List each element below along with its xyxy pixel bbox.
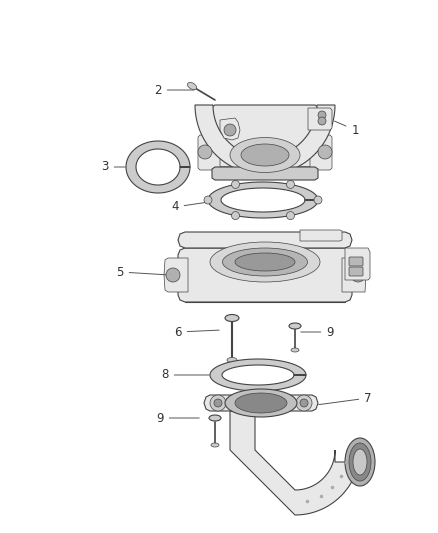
Circle shape <box>204 196 212 204</box>
Text: 7: 7 <box>319 392 372 405</box>
Circle shape <box>300 399 308 407</box>
Polygon shape <box>195 105 335 175</box>
Ellipse shape <box>223 248 307 276</box>
FancyBboxPatch shape <box>349 267 363 276</box>
Circle shape <box>210 395 226 411</box>
Polygon shape <box>300 230 342 241</box>
Circle shape <box>318 145 332 159</box>
Text: 3: 3 <box>101 160 125 174</box>
Ellipse shape <box>235 253 295 271</box>
Polygon shape <box>178 248 352 302</box>
Circle shape <box>198 145 212 159</box>
Circle shape <box>166 268 180 282</box>
Ellipse shape <box>291 348 299 352</box>
Text: 2: 2 <box>154 84 194 96</box>
Circle shape <box>318 117 326 125</box>
Text: 5: 5 <box>117 265 167 279</box>
Polygon shape <box>208 182 318 218</box>
Text: 6: 6 <box>174 326 219 338</box>
Ellipse shape <box>345 438 375 486</box>
Ellipse shape <box>209 415 221 421</box>
FancyBboxPatch shape <box>349 257 363 266</box>
Text: 9: 9 <box>301 326 334 338</box>
Circle shape <box>232 212 240 220</box>
Polygon shape <box>212 167 318 180</box>
Circle shape <box>351 268 365 282</box>
Ellipse shape <box>235 393 287 413</box>
Circle shape <box>232 180 240 188</box>
Polygon shape <box>230 411 360 515</box>
Polygon shape <box>210 105 320 167</box>
Circle shape <box>214 399 222 407</box>
Polygon shape <box>126 141 190 193</box>
Ellipse shape <box>289 323 301 329</box>
Polygon shape <box>220 118 240 140</box>
Polygon shape <box>345 248 370 280</box>
Ellipse shape <box>210 242 320 282</box>
Ellipse shape <box>227 358 237 362</box>
Polygon shape <box>342 258 366 292</box>
Polygon shape <box>310 135 332 170</box>
Ellipse shape <box>230 138 300 173</box>
Circle shape <box>318 111 326 119</box>
Text: 8: 8 <box>161 368 209 382</box>
Polygon shape <box>210 359 306 391</box>
Ellipse shape <box>225 314 239 321</box>
Polygon shape <box>198 135 220 170</box>
Ellipse shape <box>353 449 367 475</box>
Ellipse shape <box>187 83 197 90</box>
Ellipse shape <box>225 389 297 417</box>
Text: 9: 9 <box>156 411 199 424</box>
Polygon shape <box>164 258 188 292</box>
Ellipse shape <box>211 443 219 447</box>
Text: 4: 4 <box>171 200 219 214</box>
Ellipse shape <box>349 443 371 481</box>
Polygon shape <box>204 395 318 411</box>
Polygon shape <box>308 108 332 130</box>
Circle shape <box>286 212 294 220</box>
Circle shape <box>286 180 294 188</box>
Circle shape <box>314 196 322 204</box>
Ellipse shape <box>241 144 289 166</box>
Circle shape <box>296 395 312 411</box>
Polygon shape <box>178 232 352 248</box>
Text: 1: 1 <box>335 121 359 136</box>
Circle shape <box>224 124 236 136</box>
